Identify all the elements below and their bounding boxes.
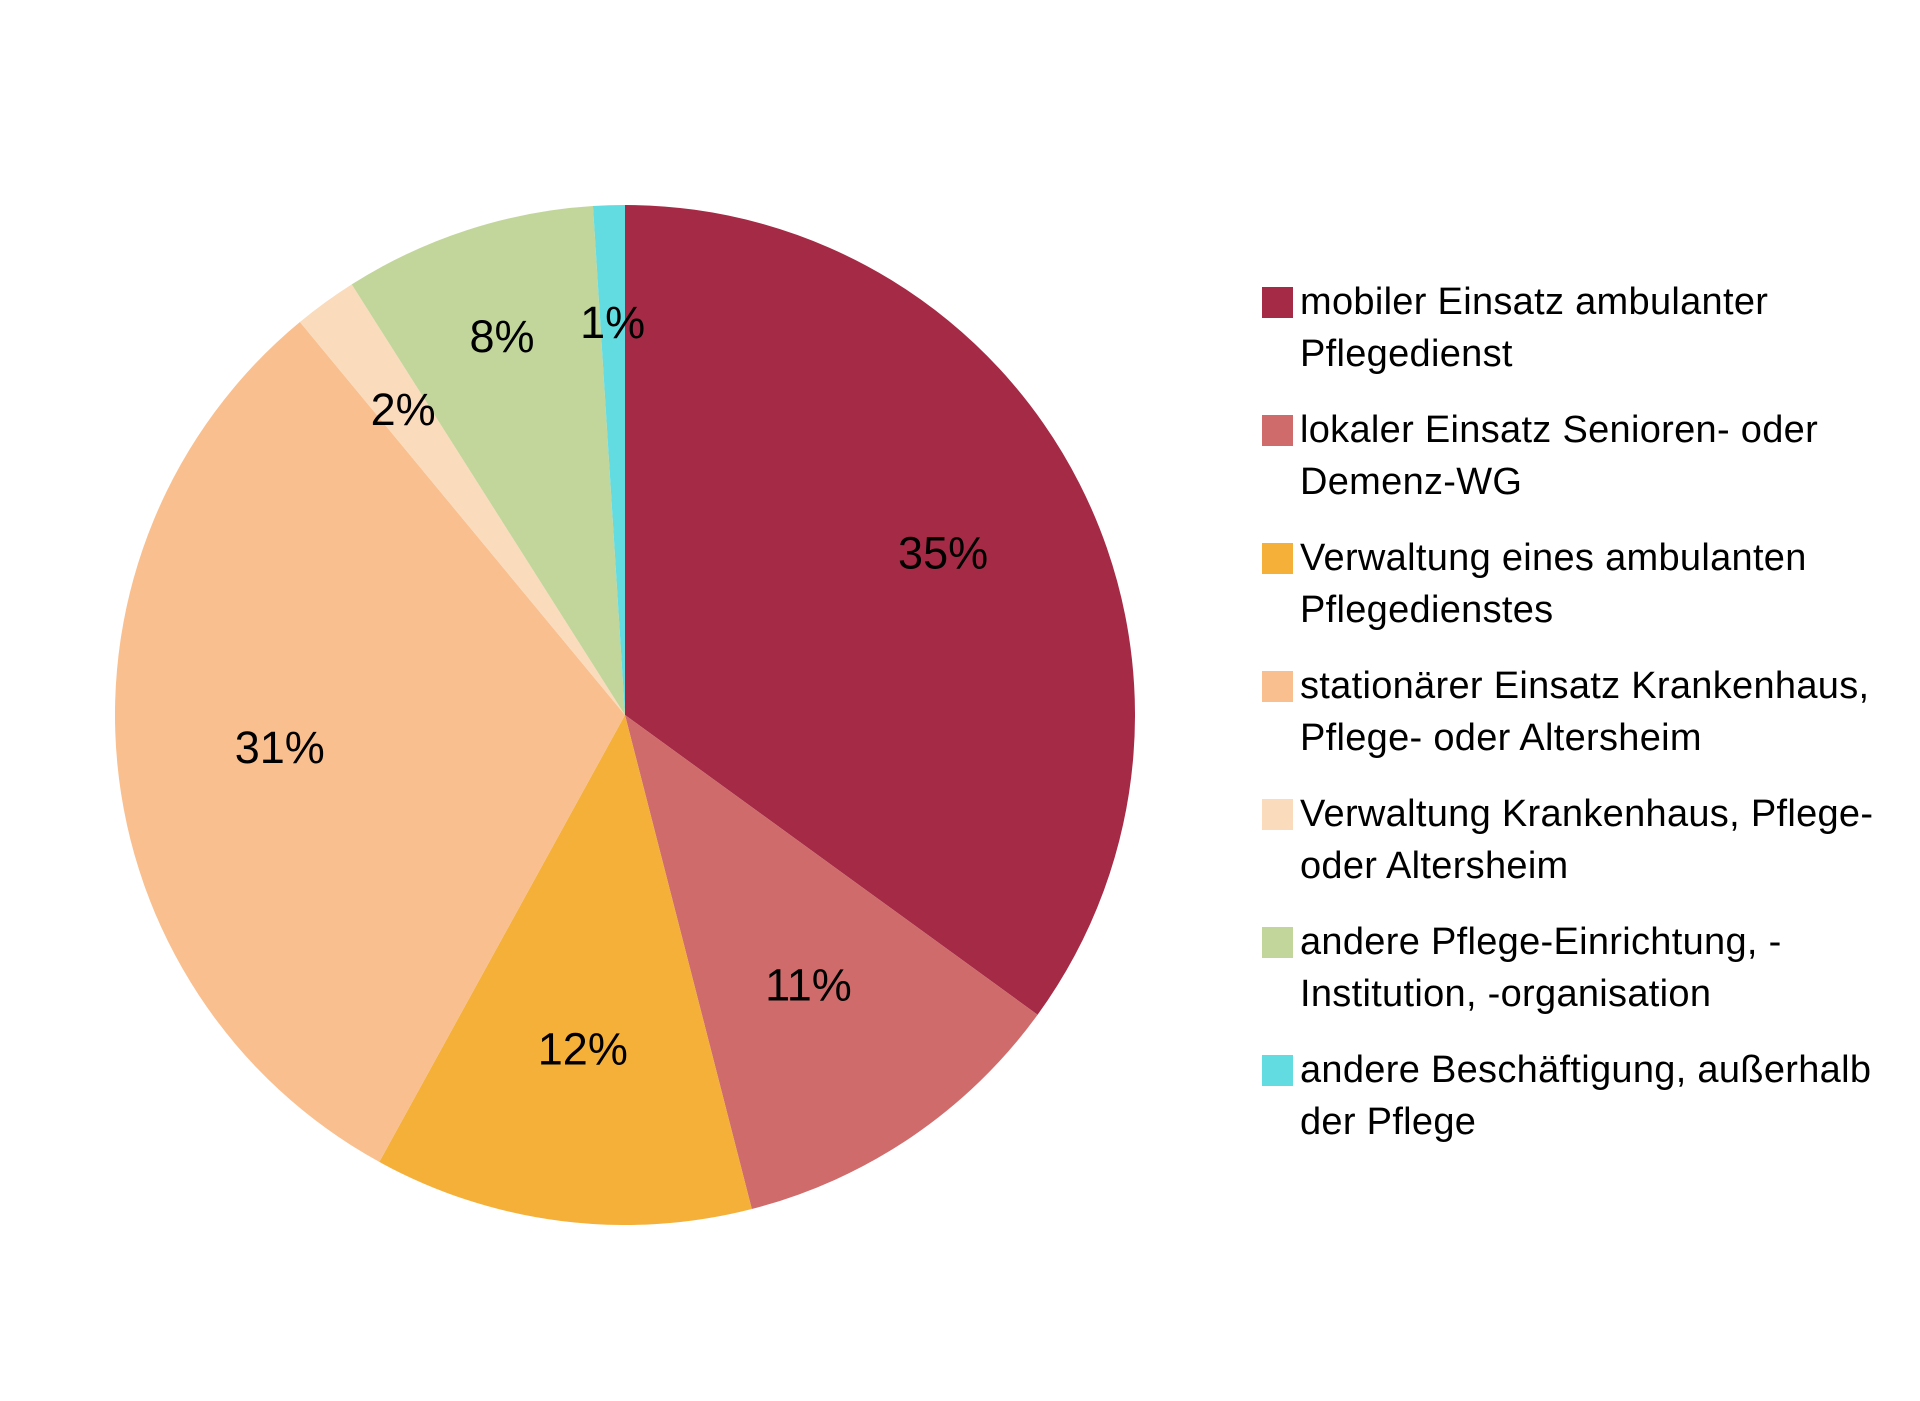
legend-label: Verwaltung eines ambulanten Pflegedienst… — [1300, 537, 1807, 631]
slice-percent-label-3: 31% — [235, 722, 325, 773]
pie-slice-3 — [115, 322, 625, 1162]
legend-swatch-icon — [1262, 1055, 1293, 1086]
legend-item-3: stationärer Einsatz Krankenhaus, Pflege-… — [1262, 660, 1912, 764]
legend-item-0: mobiler Einsatz ambulanter Pflegedienst — [1262, 276, 1912, 380]
legend-label: andere Pflege-Einrichtung, -Institution,… — [1300, 921, 1782, 1015]
slice-percent-label-6: 1% — [580, 297, 645, 348]
slice-percent-label-2: 12% — [538, 1023, 628, 1074]
legend-label: Verwaltung Krankenhaus, Pflege- oder Alt… — [1300, 793, 1874, 887]
legend-item-4: Verwaltung Krankenhaus, Pflege- oder Alt… — [1262, 788, 1912, 892]
legend-label: lokaler Einsatz Senioren- oder Demenz-WG — [1300, 409, 1819, 503]
legend-swatch-icon — [1262, 287, 1293, 318]
legend-swatch-icon — [1262, 671, 1293, 702]
legend-item-2: Verwaltung eines ambulanten Pflegedienst… — [1262, 532, 1912, 636]
legend-swatch-icon — [1262, 927, 1293, 958]
legend-swatch-icon — [1262, 415, 1293, 446]
legend-label: stationärer Einsatz Krankenhaus, Pflege-… — [1300, 665, 1870, 759]
legend-item-5: andere Pflege-Einrichtung, -Institution,… — [1262, 916, 1912, 1020]
legend-swatch-icon — [1262, 543, 1293, 574]
legend-item-6: andere Beschäftigung, außerhalb der Pfle… — [1262, 1044, 1912, 1148]
legend-label: mobiler Einsatz ambulanter Pflegedienst — [1300, 281, 1769, 375]
pie-chart: 35% 11% 12% 31% 2% 8% 1% — [115, 205, 1135, 1225]
slice-percent-label-0: 35% — [898, 527, 988, 578]
slice-percent-label-4: 2% — [371, 384, 436, 435]
legend-swatch-icon — [1262, 799, 1293, 830]
slice-percent-label-5: 8% — [470, 311, 535, 362]
pie-slice-4 — [299, 284, 625, 715]
legend-label: andere Beschäftigung, außerhalb der Pfle… — [1300, 1049, 1872, 1143]
pie-slice-1 — [625, 715, 1038, 1209]
legend-item-1: lokaler Einsatz Senioren- oder Demenz-WG — [1262, 404, 1912, 508]
pie-slice-2 — [379, 715, 752, 1225]
pie-slice-6 — [592, 205, 625, 715]
pie-svg: 35% 11% 12% 31% 2% 8% 1% — [115, 205, 1135, 1225]
pie-slice-5 — [351, 206, 625, 715]
chart-legend: mobiler Einsatz ambulanter Pflegedienst l… — [1262, 276, 1912, 1172]
slice-percent-label-1: 11% — [765, 959, 852, 1010]
pie-slice-0 — [625, 205, 1135, 1015]
